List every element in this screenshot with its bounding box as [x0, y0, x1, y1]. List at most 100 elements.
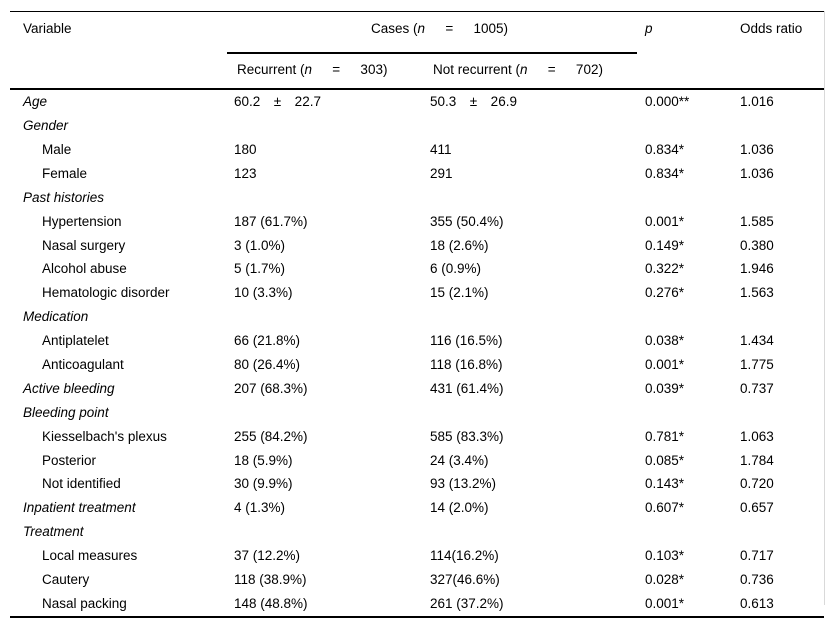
not-recurrent-value: 327(46.6%) [430, 572, 500, 587]
recurrent-value: 148 (48.8%) [234, 595, 308, 611]
table-row: Bleeding point [10, 401, 824, 425]
variable-header-label: Variable [23, 21, 72, 36]
recurrent-value: 10 (3.3%) [234, 285, 293, 301]
odds-ratio-value: 1.016 [740, 94, 774, 110]
recurrent-value [234, 114, 430, 138]
not-recurrent-value: 93 (13.2%) [430, 476, 497, 492]
row-label: Hypertension [42, 213, 122, 229]
row-label: Female [42, 165, 88, 181]
recurrent-value: 255 (84.2%) [234, 428, 308, 444]
recurrent-value: 18 (5.9%) [234, 452, 293, 468]
row-label: Medication [23, 309, 89, 325]
p-value: 0.322* [645, 261, 685, 277]
row-label: Age [23, 94, 48, 110]
p-value: 0.781* [645, 428, 685, 444]
odds-ratio-value: 1.585 [740, 213, 774, 229]
p-value: 0.276* [645, 285, 685, 301]
table-row: Anticoagulant 80 (26.4%) 118 (16.8%) 0.0… [10, 353, 824, 377]
p-value: 0.103* [645, 548, 685, 564]
header-row-sub: Recurrent (n = 303) Not recurrent (n = 7… [10, 54, 824, 89]
odds-ratio-value: 1.434 [740, 333, 774, 349]
not-recurrent-value: 585 (83.3%) [430, 428, 504, 444]
row-label: Local measures [42, 548, 138, 564]
table-row: Gender [10, 114, 824, 138]
table-row: Not identified 30 (9.9%) 93 (13.2%) 0.14… [10, 472, 824, 496]
p-value [645, 520, 740, 544]
p-value [645, 401, 740, 425]
table-row: Hematologic disorder 10 (3.3%) 15 (2.1%)… [10, 281, 824, 305]
recurrent-value [234, 305, 430, 329]
not-recurrent-value: 261 (37.2%) [430, 595, 504, 611]
p-value: 0.028* [645, 572, 685, 587]
table-row: Inpatient treatment 4 (1.3%) 14 (2.0%) 0… [10, 496, 824, 520]
recurrent-value: 118 (38.9%) [234, 572, 307, 587]
cases-spanner-rule [227, 52, 638, 54]
recurrent-value: 37 (12.2%) [234, 548, 301, 564]
row-label: Hematologic disorder [42, 285, 170, 301]
not-recurrent-value: 15 (2.1%) [430, 285, 489, 301]
figure-right-edge-line [824, 11, 825, 605]
table-row: Kiesselbach's plexus 255 (84.2%) 585 (83… [10, 424, 824, 448]
row-label: Gender [23, 118, 69, 134]
recurrent-value: 4 (1.3%) [234, 500, 286, 516]
cases-column-group-header: Cases (n = 1005) [227, 12, 645, 54]
table-row: Nasal surgery 3 (1.0%) 18 (2.6%) 0.149* … [10, 233, 824, 257]
row-label: Male [42, 141, 72, 157]
odds-ratio-header-label: Odds ratio [740, 21, 803, 36]
p-value: 0.001* [645, 213, 685, 229]
table-header: Variable Cases (n = 1005) p Odds ratio R… [10, 12, 825, 90]
not-recurrent-value: 355 (50.4%) [430, 213, 504, 229]
row-label: Bleeding point [23, 404, 109, 420]
odds-ratio-value: 0.657 [740, 500, 774, 516]
recurrent-value: 207 (68.3%) [234, 380, 308, 396]
recurrent-header-label: Recurrent (n = 303) [237, 61, 388, 77]
p-value: 0.000** [645, 94, 690, 110]
not-recurrent-value: 114(16.2%) [430, 548, 499, 564]
not-recurrent-value [430, 305, 645, 329]
odds-ratio-value [740, 186, 824, 210]
not-recurrent-value: 118 (16.8%) [430, 356, 503, 372]
odds-ratio-value [740, 401, 824, 425]
recurrent-value: 187 (61.7%) [234, 213, 308, 229]
odds-ratio-value: 1.784 [740, 452, 774, 468]
not-recurrent-column-header: Not recurrent (n = 702) [430, 54, 645, 89]
recurrent-value [234, 401, 430, 425]
not-recurrent-value [430, 114, 645, 138]
row-label: Antiplatelet [42, 333, 109, 349]
odds-ratio-value [740, 520, 824, 544]
recurrent-value: 30 (9.9%) [234, 476, 293, 492]
row-label: Alcohol abuse [42, 261, 127, 277]
not-recurrent-value: 6 (0.9%) [430, 261, 482, 277]
recurrent-value: 3 (1.0%) [234, 237, 286, 253]
p-value [645, 186, 740, 210]
odds-ratio-value: 1.063 [740, 428, 774, 444]
not-recurrent-value [430, 520, 645, 544]
table-row: Past histories [10, 186, 824, 210]
row-label: Posterior [42, 452, 97, 468]
odds-ratio-value [740, 305, 824, 329]
p-column-header: p [645, 12, 740, 90]
recurrent-value: 5 (1.7%) [234, 261, 286, 277]
p-value: 0.038* [645, 333, 685, 349]
p-value: 0.039* [645, 380, 685, 396]
row-label: Treatment [23, 524, 84, 540]
row-label: Anticoagulant [42, 356, 124, 372]
recurrent-value: 180 [234, 141, 257, 157]
row-label: Past histories [23, 189, 105, 205]
table-row: Antiplatelet 66 (21.8%) 116 (16.5%) 0.03… [10, 329, 824, 353]
recurrent-value: 66 (21.8%) [234, 333, 301, 349]
not-recurrent-value: 24 (3.4%) [430, 452, 489, 468]
statistics-table: Variable Cases (n = 1005) p Odds ratio R… [10, 11, 825, 618]
odds-ratio-value: 0.380 [740, 237, 774, 253]
row-label: Nasal surgery [42, 237, 126, 253]
odds-ratio-value: 0.736 [740, 572, 774, 587]
p-value: 0.143* [645, 476, 685, 492]
variable-column-header: Variable [10, 12, 234, 90]
table-row: Alcohol abuse 5 (1.7%) 6 (0.9%) 0.322* 1… [10, 257, 824, 281]
recurrent-value: 123 [234, 165, 257, 181]
recurrent-column-header: Recurrent (n = 303) [234, 54, 430, 89]
odds-ratio-value: 1.036 [740, 165, 774, 181]
odds-ratio-value: 1.036 [740, 141, 774, 157]
recurrent-value [234, 186, 430, 210]
row-label: Kiesselbach's plexus [42, 428, 167, 444]
